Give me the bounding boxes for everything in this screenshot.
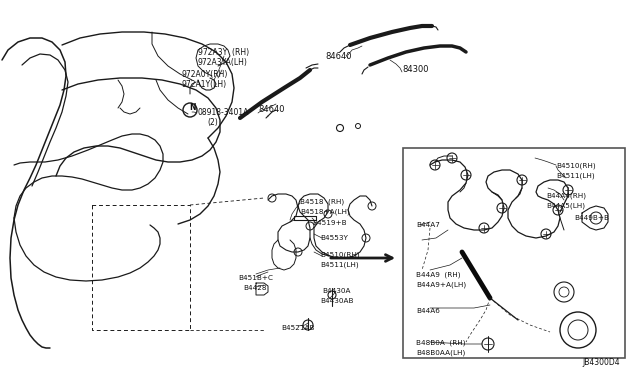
Text: N: N	[189, 103, 195, 112]
Text: 972A0Y(RH): 972A0Y(RH)	[182, 70, 228, 79]
Text: B48B0AA(LH): B48B0AA(LH)	[416, 350, 465, 356]
Text: B48B0A  (RH): B48B0A (RH)	[416, 340, 465, 346]
Text: B4511(LH): B4511(LH)	[556, 172, 595, 179]
Bar	[403, 148, 625, 358]
Text: 972A3YA(LH): 972A3YA(LH)	[198, 58, 248, 67]
Text: B4430AB: B4430AB	[320, 298, 353, 304]
Text: 972A1Y(LH): 972A1Y(LH)	[182, 80, 227, 89]
Text: B4518  (RH): B4518 (RH)	[300, 198, 344, 205]
Text: B44A9  (RH): B44A9 (RH)	[416, 272, 461, 279]
Text: 84300: 84300	[402, 65, 429, 74]
Text: B44A5(LH): B44A5(LH)	[546, 202, 585, 208]
Text: B44A7: B44A7	[416, 222, 440, 228]
Text: B4428: B4428	[243, 285, 266, 291]
Text: B4511(LH): B4511(LH)	[320, 262, 358, 269]
Text: 84640: 84640	[258, 105, 285, 114]
Text: B4521AB: B4521AB	[281, 325, 314, 331]
Text: B44A6: B44A6	[416, 308, 440, 314]
Text: B4510(RH): B4510(RH)	[556, 162, 596, 169]
Text: 08918-3401A: 08918-3401A	[197, 108, 248, 117]
Text: JB4300D4: JB4300D4	[582, 358, 620, 367]
Text: B4510(RH): B4510(RH)	[320, 252, 360, 259]
Text: B4518+A(LH): B4518+A(LH)	[300, 208, 349, 215]
Text: B4430A: B4430A	[322, 288, 351, 294]
Text: 84640: 84640	[325, 52, 351, 61]
Text: B451B+C: B451B+C	[238, 275, 273, 281]
Text: B44A9+A(LH): B44A9+A(LH)	[416, 282, 466, 289]
Text: B44A4(RH): B44A4(RH)	[546, 192, 586, 199]
Text: B4519+B: B4519+B	[312, 220, 347, 226]
Text: B4553Y: B4553Y	[320, 235, 348, 241]
Text: 972A3Y  (RH): 972A3Y (RH)	[198, 48, 249, 57]
Text: (2): (2)	[207, 118, 218, 127]
Text: B449B+B: B449B+B	[574, 215, 609, 221]
